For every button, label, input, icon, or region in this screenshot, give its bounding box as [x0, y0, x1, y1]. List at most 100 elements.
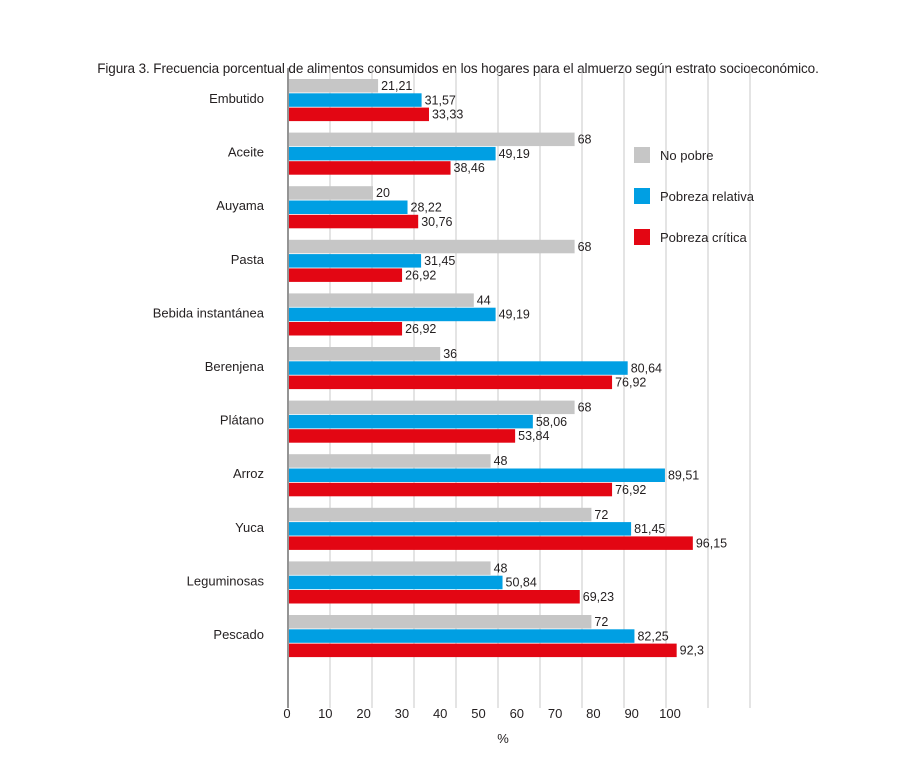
- x-tick-label: 0: [283, 706, 290, 721]
- data-label: 50,84: [506, 576, 537, 590]
- legend-label: Pobreza crítica: [660, 230, 747, 245]
- data-label: 48: [494, 561, 508, 575]
- data-label: 20: [376, 186, 390, 200]
- data-label: 96,15: [696, 536, 727, 550]
- data-label: 26,92: [405, 268, 436, 282]
- category-label: Pasta: [231, 252, 265, 267]
- data-label: 26,92: [405, 322, 436, 336]
- data-label: 92,3: [680, 644, 704, 658]
- data-label: 68: [578, 240, 592, 254]
- x-tick-label: 20: [356, 706, 370, 721]
- legend: No pobre Pobreza relativa Pobreza crítica: [634, 147, 755, 245]
- x-tick-label: 100: [659, 706, 681, 721]
- category-label: Arroz: [233, 466, 264, 481]
- legend-label: Pobreza relativa: [660, 189, 755, 204]
- bar: [289, 561, 491, 575]
- bar: [289, 200, 408, 214]
- bar: [289, 629, 635, 643]
- category-label: Auyama: [216, 198, 264, 213]
- legend-swatch: [634, 147, 650, 163]
- x-tick-label: 90: [624, 706, 638, 721]
- x-tick-label: 80: [586, 706, 600, 721]
- data-label: 81,45: [634, 522, 665, 536]
- category-label: Leguminosas: [187, 573, 265, 588]
- bar: [289, 293, 474, 307]
- bar: [289, 400, 575, 415]
- category-labels: Embutido Aceite Auyama Pasta Bebida instantá…: [153, 91, 265, 642]
- bars: [289, 79, 693, 658]
- category-label: Pescado: [213, 627, 264, 642]
- x-tick-label: 40: [433, 706, 447, 721]
- category-label: Plátano: [220, 413, 264, 428]
- bar: [289, 454, 491, 468]
- data-label: 36: [443, 347, 457, 361]
- bar: [289, 482, 613, 497]
- x-tick-label: 10: [318, 706, 332, 721]
- bar: [289, 214, 419, 229]
- data-label: 68: [578, 133, 592, 147]
- bar: [289, 186, 373, 200]
- bar: [289, 307, 496, 322]
- legend-label: No pobre: [660, 148, 713, 163]
- data-label: 49,19: [499, 308, 530, 322]
- legend-swatch: [634, 188, 650, 204]
- bar: [289, 268, 403, 282]
- data-label: 72: [594, 508, 608, 522]
- bar: [289, 507, 592, 522]
- bar: [289, 347, 441, 361]
- data-label: 31,57: [425, 93, 456, 107]
- x-tick-label: 60: [510, 706, 524, 721]
- bar: [289, 146, 496, 161]
- bar: [289, 79, 379, 93]
- bar: [289, 161, 451, 175]
- legend-swatch: [634, 229, 650, 245]
- bar: [289, 239, 575, 254]
- bar: [289, 322, 403, 336]
- data-label: 89,51: [668, 469, 699, 483]
- bar: [289, 414, 533, 429]
- bar: [289, 429, 516, 443]
- bar: [289, 361, 628, 375]
- bar: [289, 375, 613, 390]
- x-axis: 0 10 20 30 40 50 60 70 80 90 100%: [283, 68, 681, 746]
- bar: [289, 254, 422, 268]
- bar: [289, 575, 503, 590]
- data-label: 38,46: [454, 161, 485, 175]
- category-label: Aceite: [228, 145, 264, 160]
- x-tick-label: 70: [548, 706, 562, 721]
- bar: [289, 132, 575, 147]
- figure-title: Figura 3. Frecuencia porcentual de alime…: [97, 61, 819, 76]
- data-label: 76,92: [615, 483, 646, 497]
- category-label: Berenjena: [205, 359, 265, 374]
- bar: [289, 615, 592, 629]
- bar: [289, 590, 580, 604]
- data-label: 72: [594, 615, 608, 629]
- data-label: 48: [494, 454, 508, 468]
- bar: [289, 468, 665, 482]
- data-label: 21,21: [381, 79, 412, 93]
- category-label: Yuca: [235, 520, 265, 535]
- data-label: 53,84: [518, 429, 549, 443]
- bar: [289, 643, 677, 658]
- bar: [289, 107, 429, 122]
- data-label: 31,45: [424, 254, 455, 268]
- bar: [289, 93, 422, 107]
- bar: [289, 522, 632, 536]
- data-label: 49,19: [499, 147, 530, 161]
- category-label: Bebida instantánea: [153, 305, 265, 320]
- data-label: 33,33: [432, 108, 463, 122]
- x-tick-label: 30: [395, 706, 409, 721]
- data-label: 69,23: [583, 590, 614, 604]
- x-axis-label: %: [497, 731, 509, 746]
- data-label: 58,06: [536, 415, 567, 429]
- data-label: 28,22: [411, 201, 442, 215]
- category-label: Embutido: [209, 91, 264, 106]
- bar: [289, 536, 693, 550]
- data-label: 44: [477, 293, 491, 307]
- data-label: 80,64: [631, 361, 662, 375]
- x-tick-label: 50: [471, 706, 485, 721]
- data-label: 76,92: [615, 376, 646, 390]
- data-label: 82,25: [637, 629, 668, 643]
